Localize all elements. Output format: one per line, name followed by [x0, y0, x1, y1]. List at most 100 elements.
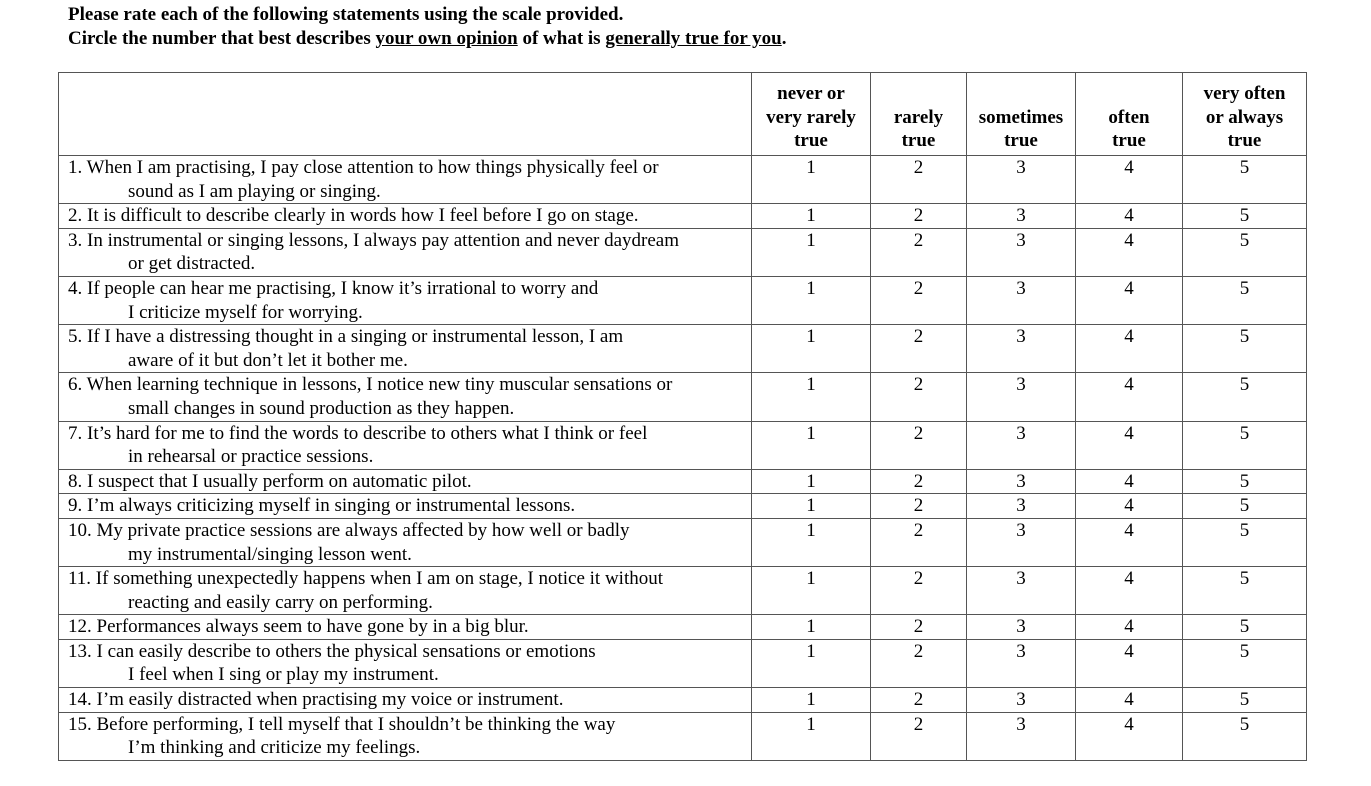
statement-row: 6. When learning technique in lessons, I… [58, 372, 1307, 422]
instruction-segment: generally true for you [605, 28, 782, 49]
rating-cell: 4 [1075, 687, 1183, 713]
rating-cell: 3 [966, 517, 1076, 568]
rating-cell: 1 [751, 517, 871, 568]
rating-cell: 5 [1182, 154, 1307, 205]
rating-cell: 5 [1182, 711, 1307, 761]
rating-cell: 5 [1182, 566, 1307, 616]
rating-cell: 3 [966, 614, 1076, 640]
rating-cell: 2 [870, 275, 967, 326]
instruction-segment: . [781, 28, 787, 49]
header-cell: often true [1075, 72, 1183, 156]
statement-line: small changes in sound production as the… [128, 397, 515, 419]
header-line: often [1108, 106, 1150, 128]
rating-cell: 4 [1075, 614, 1183, 640]
rating-cell: 1 [751, 420, 871, 470]
rating-cell: 1 [751, 324, 871, 374]
statement-row: 12. Performances always seem to have gon… [58, 614, 1307, 640]
rating-cell: 3 [966, 324, 1076, 374]
rating-cell: 5 [1182, 372, 1307, 422]
rating-cell: 3 [966, 420, 1076, 470]
header-line: very rarely [766, 106, 856, 128]
statement-cell: 13. I can easily describe to others the … [58, 638, 752, 689]
header-cell [58, 72, 752, 156]
header-line: or always [1205, 106, 1284, 128]
rating-cell: 4 [1075, 324, 1183, 374]
rating-cell: 1 [751, 566, 871, 616]
statement-cell: 10. My private practice sessions are alw… [58, 517, 752, 568]
rating-cell: 4 [1075, 566, 1183, 616]
rating-cell: 2 [870, 493, 967, 519]
header-line: true [794, 130, 828, 152]
rating-cell: 3 [966, 468, 1076, 495]
rating-cell: 3 [966, 566, 1076, 616]
rating-cell: 4 [1075, 711, 1183, 761]
rating-cell: 5 [1182, 517, 1307, 568]
rating-cell: 3 [966, 638, 1076, 689]
rating-cell: 3 [966, 275, 1076, 326]
rating-cell: 3 [966, 711, 1076, 761]
statement-row: 4. If people can hear me practising, I k… [58, 275, 1307, 326]
statement-cell: 5. If I have a distressing thought in a … [58, 324, 752, 374]
rating-cell: 5 [1182, 227, 1307, 277]
rating-cell: 4 [1075, 517, 1183, 568]
rating-cell: 5 [1182, 468, 1307, 495]
rating-table: never or very rarely true rarely true sometim… [58, 72, 1307, 761]
statement-line: I feel when I sing or play my instrument… [128, 664, 439, 686]
statement-line: 3. In instrumental or singing lessons, I… [68, 229, 680, 251]
statement-row: 11. If something unexpectedly happens wh… [58, 566, 1307, 616]
statement-line: 9. I’m always criticizing myself in sing… [68, 495, 576, 517]
statement-cell: 7. It’s hard for me to find the words to… [58, 420, 752, 470]
statement-cell: 14. I’m easily distracted when practisin… [58, 687, 752, 713]
statement-cell: 9. I’m always criticizing myself in sing… [58, 493, 752, 519]
rating-cell: 1 [751, 493, 871, 519]
statement-line: 14. I’m easily distracted when practisin… [68, 689, 564, 711]
rating-cell: 3 [966, 372, 1076, 422]
statement-line: 13. I can easily describe to others the … [68, 640, 596, 662]
rating-cell: 2 [870, 324, 967, 374]
statement-row: 2. It is difficult to describe clearly i… [58, 203, 1307, 229]
rating-cell: 2 [870, 614, 967, 640]
rating-cell: 4 [1075, 638, 1183, 689]
instruction-segment: of what is [517, 28, 606, 49]
header-cell: rarely true [870, 72, 967, 156]
rating-cell: 2 [870, 711, 967, 761]
instruction-line: Please rate each of the following statem… [68, 4, 624, 25]
header-line: rarely [893, 106, 944, 128]
rating-cell: 3 [966, 687, 1076, 713]
statement-cell: 15. Before performing, I tell myself tha… [58, 711, 752, 761]
rating-cell: 2 [870, 227, 967, 277]
header-line: true [1112, 130, 1146, 152]
header-cell: never or very rarely true [751, 72, 871, 156]
rating-cell: 4 [1075, 203, 1183, 229]
statement-row: 3. In instrumental or singing lessons, I… [58, 227, 1307, 277]
statement-row: 13. I can easily describe to others the … [58, 638, 1307, 689]
rating-cell: 1 [751, 372, 871, 422]
statement-cell: 8. I suspect that I usually perform on a… [58, 468, 752, 495]
rating-cell: 3 [966, 493, 1076, 519]
statement-line: or get distracted. [128, 253, 256, 275]
statement-cell: 4. If people can hear me practising, I k… [58, 275, 752, 326]
statement-line: 7. It’s hard for me to find the words to… [68, 422, 648, 444]
rating-cell: 5 [1182, 638, 1307, 689]
header-line: true [901, 130, 936, 152]
header-line: sometimes [978, 106, 1064, 128]
rating-cell: 3 [966, 203, 1076, 229]
statement-line: 5. If I have a distressing thought in a … [68, 326, 624, 348]
header-line: true [1004, 130, 1038, 152]
instruction-segment: your own opinion [375, 28, 518, 49]
rating-cell: 5 [1182, 420, 1307, 470]
statement-line: 4. If people can hear me practising, I k… [68, 277, 599, 299]
rating-cell: 1 [751, 687, 871, 713]
rating-cell: 4 [1075, 154, 1183, 205]
statement-line: 11. If something unexpectedly happens wh… [68, 568, 664, 590]
statement-line: 6. When learning technique in lessons, I… [68, 374, 673, 396]
rating-cell: 1 [751, 638, 871, 689]
statement-line: aware of it but don’t let it bother me. [128, 349, 408, 371]
statement-row: 5. If I have a distressing thought in a … [58, 324, 1307, 374]
header-line: true [1227, 130, 1262, 152]
rating-cell: 4 [1075, 493, 1183, 519]
header-line: never or [777, 83, 845, 105]
rating-cell: 5 [1182, 493, 1307, 519]
statement-row: 14. I’m easily distracted when practisin… [58, 687, 1307, 713]
statement-line: sound as I am playing or singing. [128, 180, 381, 202]
